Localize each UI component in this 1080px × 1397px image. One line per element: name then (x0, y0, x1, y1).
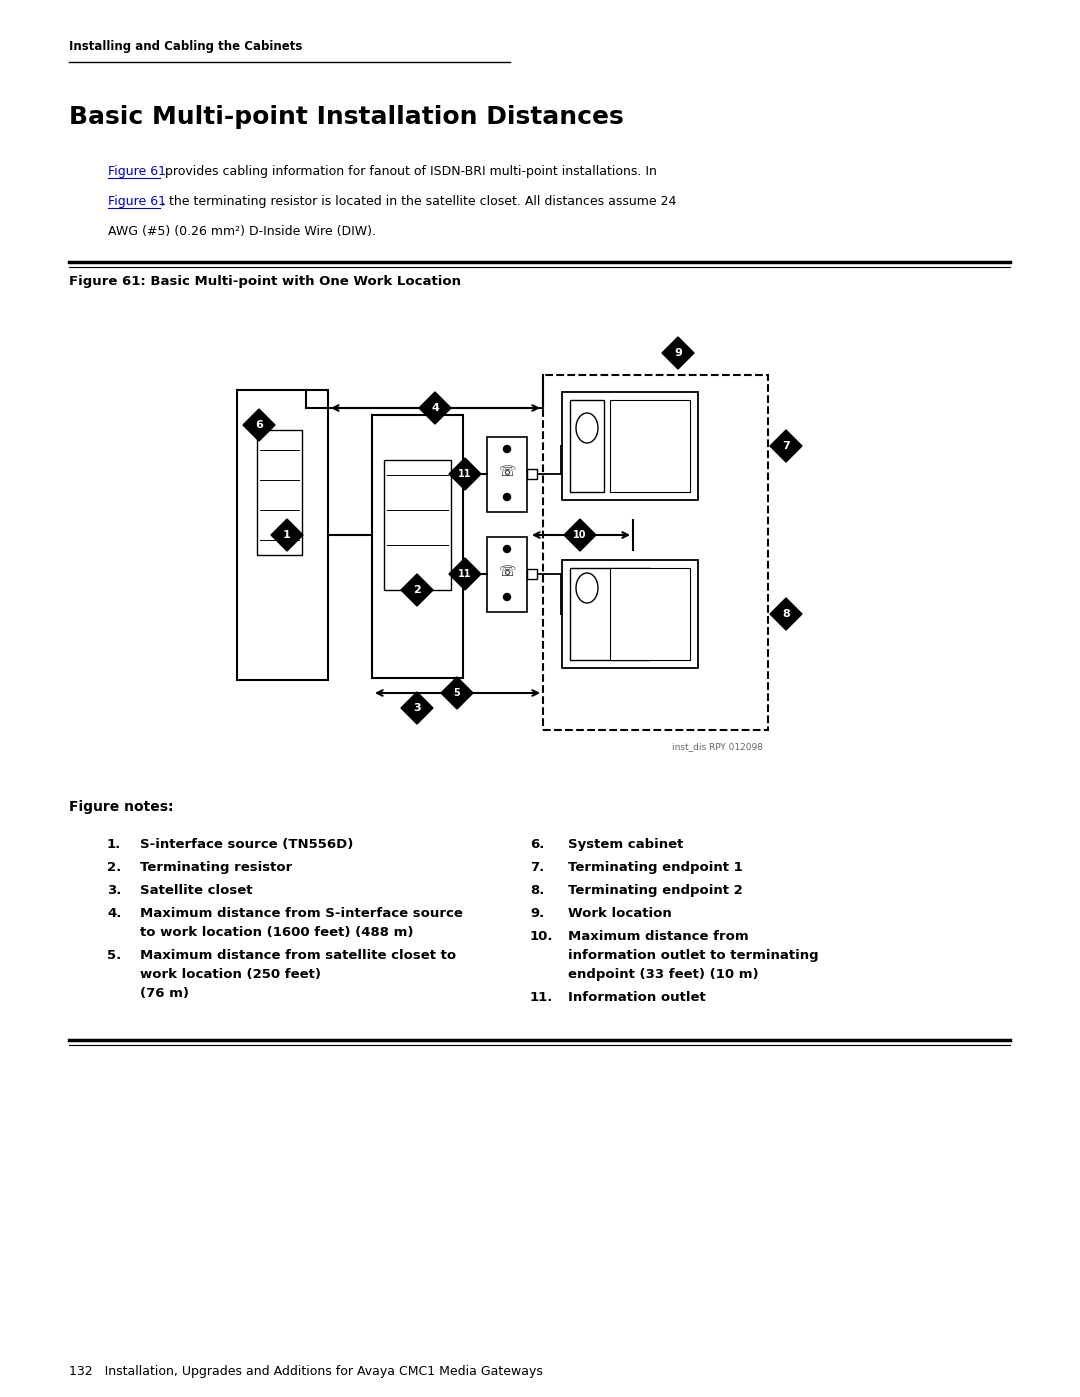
Text: Terminating endpoint 2: Terminating endpoint 2 (568, 884, 743, 897)
Text: 6: 6 (255, 420, 262, 430)
Polygon shape (243, 409, 275, 441)
Polygon shape (564, 520, 596, 550)
Polygon shape (441, 678, 473, 710)
Text: 2.: 2. (107, 861, 121, 875)
Text: Maximum distance from S-interface source: Maximum distance from S-interface source (140, 907, 463, 921)
Text: 4: 4 (431, 402, 438, 414)
Polygon shape (449, 458, 481, 490)
Text: Information outlet: Information outlet (568, 990, 705, 1004)
Polygon shape (401, 574, 433, 606)
Text: endpoint (33 feet) (10 m): endpoint (33 feet) (10 m) (568, 968, 758, 981)
Bar (527, 469, 537, 479)
Polygon shape (770, 598, 802, 630)
Text: 5.: 5. (107, 949, 121, 963)
Text: 132   Installation, Upgrades and Additions for Avaya CMC1 Media Gateways: 132 Installation, Upgrades and Additions… (69, 1365, 543, 1377)
Text: 5: 5 (454, 687, 460, 698)
Text: 2: 2 (414, 585, 421, 595)
Circle shape (503, 594, 511, 601)
Bar (610, 400, 690, 492)
Text: 7.: 7. (530, 861, 544, 875)
Text: 10: 10 (573, 529, 586, 541)
Text: Maximum distance from satellite closet to: Maximum distance from satellite closet t… (140, 949, 456, 963)
Text: Figure 61: Basic Multi-point with One Work Location: Figure 61: Basic Multi-point with One Wo… (69, 275, 461, 288)
Bar (487, 536, 527, 612)
Bar (562, 393, 698, 500)
Text: ☏: ☏ (498, 465, 515, 479)
Text: 7: 7 (782, 441, 789, 451)
Text: Figure notes:: Figure notes: (69, 800, 174, 814)
Bar (237, 390, 328, 680)
Text: 9.: 9. (530, 907, 544, 921)
Text: Installing and Cabling the Cabinets: Installing and Cabling the Cabinets (69, 41, 302, 53)
Text: 8.: 8. (530, 884, 544, 897)
Bar (384, 460, 451, 590)
Bar (562, 560, 698, 668)
Text: (76 m): (76 m) (140, 988, 189, 1000)
Bar (543, 374, 768, 731)
Text: 11: 11 (458, 469, 472, 479)
Text: 11: 11 (458, 569, 472, 578)
Bar (257, 430, 302, 555)
Text: Terminating endpoint 1: Terminating endpoint 1 (568, 861, 743, 875)
Polygon shape (401, 692, 433, 724)
Text: Work location: Work location (568, 907, 672, 921)
Text: 1: 1 (283, 529, 291, 541)
Text: 9: 9 (674, 348, 681, 358)
Polygon shape (419, 393, 451, 425)
Text: 10.: 10. (530, 930, 554, 943)
Polygon shape (662, 337, 694, 369)
Text: 6.: 6. (530, 838, 544, 851)
Text: inst_dis RPY 012098: inst_dis RPY 012098 (672, 742, 762, 752)
Text: S-interface source (TN556D): S-interface source (TN556D) (140, 838, 353, 851)
Text: 3: 3 (414, 703, 421, 712)
Text: 4.: 4. (107, 907, 121, 921)
Text: Satellite closet: Satellite closet (140, 884, 253, 897)
Text: work location (250 feet): work location (250 feet) (140, 968, 321, 981)
Text: Maximum distance from: Maximum distance from (568, 930, 748, 943)
Text: System cabinet: System cabinet (568, 838, 684, 851)
Text: , the terminating resistor is located in the satellite closet. All distances ass: , the terminating resistor is located in… (161, 196, 676, 208)
Circle shape (503, 446, 511, 453)
Text: 1.: 1. (107, 838, 121, 851)
Text: information outlet to terminating: information outlet to terminating (568, 949, 819, 963)
Bar (570, 400, 604, 492)
Text: 11.: 11. (530, 990, 553, 1004)
Bar (570, 569, 650, 659)
Text: AWG (#5) (0.26 mm²) D-Inside Wire (DIW).: AWG (#5) (0.26 mm²) D-Inside Wire (DIW). (108, 225, 376, 237)
Polygon shape (271, 520, 303, 550)
Bar (487, 437, 527, 511)
Circle shape (503, 493, 511, 500)
Text: to work location (1600 feet) (488 m): to work location (1600 feet) (488 m) (140, 926, 414, 939)
Bar (527, 569, 537, 578)
Text: Basic Multi-point Installation Distances: Basic Multi-point Installation Distances (69, 105, 624, 129)
Circle shape (503, 545, 511, 552)
Text: 3.: 3. (107, 884, 121, 897)
Text: 8: 8 (782, 609, 789, 619)
Polygon shape (770, 430, 802, 462)
Text: provides cabling information for fanout of ISDN-BRI multi-point installations. I: provides cabling information for fanout … (161, 165, 657, 177)
Bar (372, 415, 463, 678)
Text: Figure 61: Figure 61 (108, 165, 166, 177)
Text: Terminating resistor: Terminating resistor (140, 861, 293, 875)
Text: Figure 61: Figure 61 (108, 196, 166, 208)
Polygon shape (449, 557, 481, 590)
Text: ☏: ☏ (498, 564, 515, 578)
Bar (610, 569, 690, 659)
